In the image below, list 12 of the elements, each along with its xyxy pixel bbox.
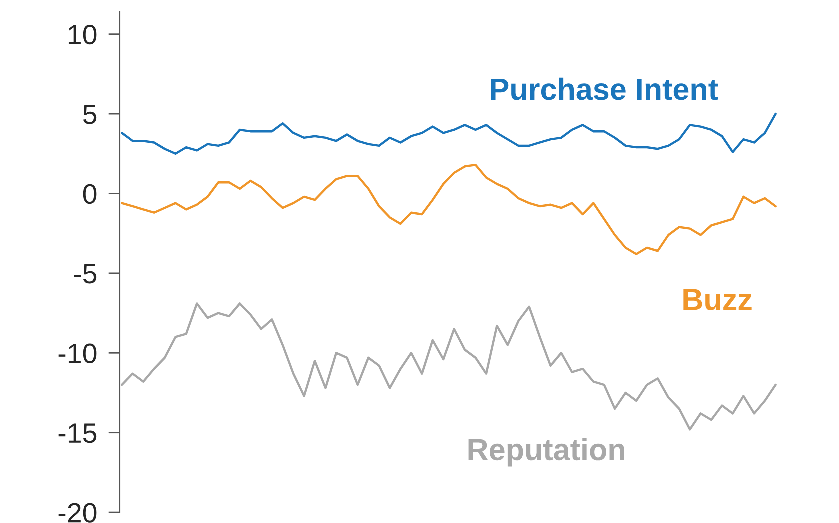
y-tick-label: -15 [58,424,97,444]
series-label: Buzz [684,289,752,311]
y-tick-label: -10 [58,344,97,364]
y-tick-label: 10 [68,25,97,45]
line-series [121,112,777,156]
y-tick-label: 5 [83,105,97,124]
series-label: Reputation [468,438,624,467]
y-tick-label: -20 [58,503,97,523]
y-tick-label: 0 [83,184,97,204]
line-series [121,164,777,256]
y-tick-label: -5 [74,264,97,284]
series-label: Purchase Intent [491,78,718,100]
